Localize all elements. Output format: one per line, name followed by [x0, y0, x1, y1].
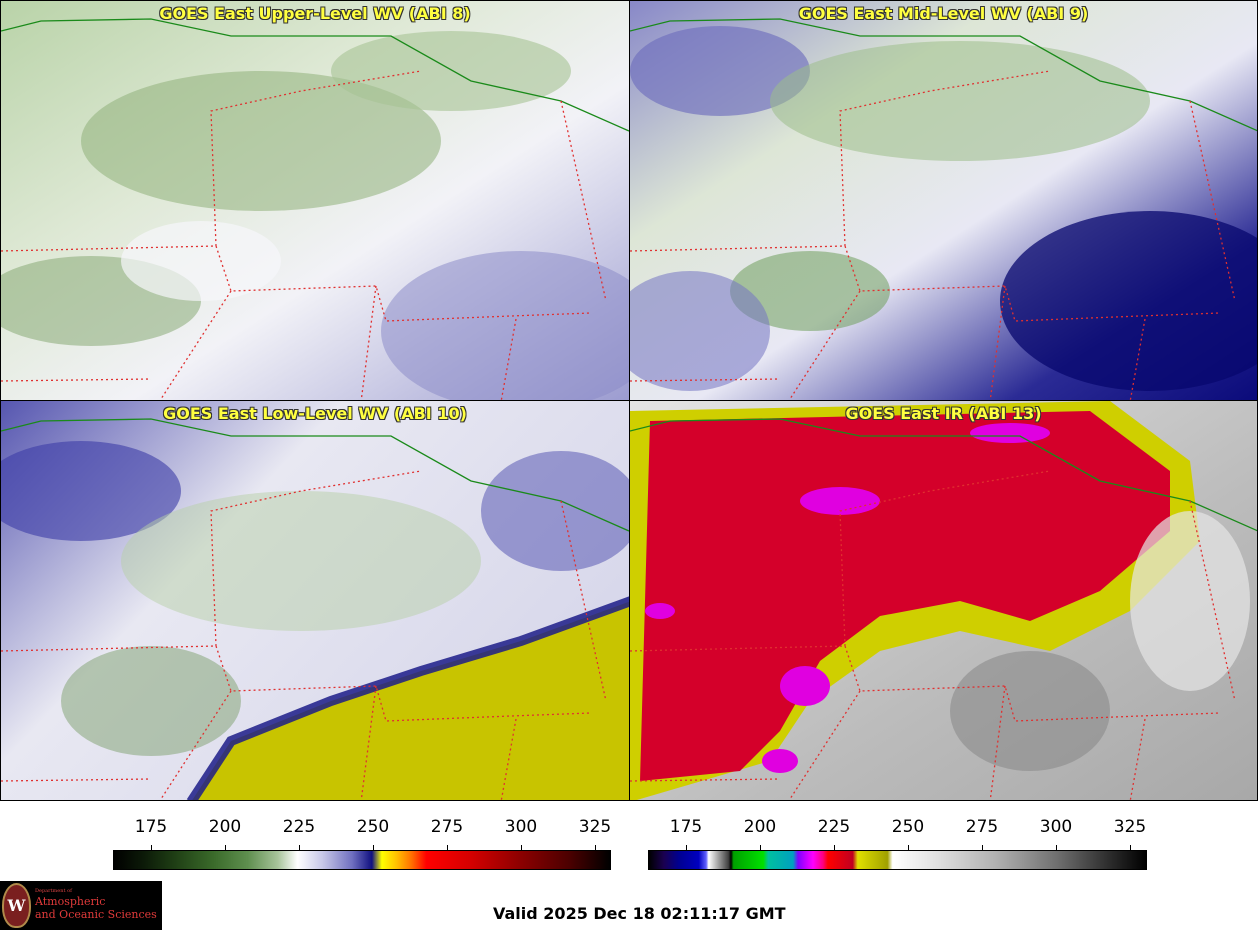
wv-colorbar-gradient [113, 850, 611, 870]
wv-tick-label: 300 [504, 817, 538, 837]
panel-ir: GOES East IR (ABI 13) [629, 400, 1258, 801]
wv-tick-mark [447, 845, 448, 850]
aos-logo: W Department of Atmospheric and Oceanic … [0, 881, 162, 930]
wv-tick-label: 325 [578, 817, 612, 837]
wv-tick-label: 225 [282, 817, 316, 837]
seal-letter: W [7, 896, 26, 915]
panel-title: GOES East Low-Level WV (ABI 10) [163, 404, 467, 423]
ir-tick-mark [686, 845, 687, 850]
ir-tick-mark [1056, 845, 1057, 850]
ir-tick-label: 225 [817, 817, 851, 837]
ir-tick-label: 325 [1113, 817, 1147, 837]
wv-tick-mark [151, 845, 152, 850]
ir-colorbar-ticks: 175 200 225 250 275 300 325 [648, 817, 1147, 845]
wv-colorbar-ticks: 175 200 225 250 275 300 325 [113, 817, 611, 845]
wv-tick-mark [521, 845, 522, 850]
ir-image [630, 401, 1257, 800]
wv-colorbar: 175 200 225 250 275 300 325 [113, 817, 611, 870]
ir-colorbar: 175 200 225 250 275 300 325 [648, 817, 1147, 870]
logo-line2: and Oceanic Sciences [35, 908, 157, 921]
ir-tick-mark [908, 845, 909, 850]
ir-tick-label: 300 [1039, 817, 1073, 837]
logo-dept-text: Department of [35, 888, 72, 894]
wv-tick-label: 200 [208, 817, 242, 837]
ir-tick-label: 175 [669, 817, 703, 837]
panel-mid-level-wv: GOES East Mid-Level WV (ABI 9) [629, 0, 1258, 401]
uw-seal-icon: W [2, 883, 31, 928]
valid-time: Valid 2025 Dec 18 02:11:17 GMT [493, 904, 786, 923]
wv-tick-label: 275 [430, 817, 464, 837]
panel-title: GOES East Mid-Level WV (ABI 9) [798, 4, 1089, 23]
ir-tick-label: 250 [891, 817, 925, 837]
wv-tick-mark [373, 845, 374, 850]
ir-tick-label: 200 [743, 817, 777, 837]
wv-tick-label: 175 [134, 817, 168, 837]
panel-low-level-wv: GOES East Low-Level WV (ABI 10) [0, 400, 630, 801]
wv-tick-mark [225, 845, 226, 850]
upper-level-wv-image [1, 1, 629, 400]
ir-tick-mark [834, 845, 835, 850]
ir-tick-mark [1130, 845, 1131, 850]
mid-level-wv-image [630, 1, 1257, 400]
wv-tick-label: 250 [356, 817, 390, 837]
ir-tick-label: 275 [965, 817, 999, 837]
logo-line1: Atmospheric [35, 895, 106, 908]
panel-title: GOES East IR (ABI 13) [845, 404, 1042, 423]
panel-title: GOES East Upper-Level WV (ABI 8) [159, 4, 471, 23]
wv-tick-mark [595, 845, 596, 850]
ir-tick-mark [982, 845, 983, 850]
ir-colorbar-gradient [648, 850, 1147, 870]
satellite-panel-grid: GOES East Upper-Level WV (ABI 8) [0, 0, 1258, 801]
ir-tick-mark [760, 845, 761, 850]
low-level-wv-image [1, 401, 629, 800]
wv-tick-mark [299, 845, 300, 850]
panel-upper-level-wv: GOES East Upper-Level WV (ABI 8) [0, 0, 630, 401]
